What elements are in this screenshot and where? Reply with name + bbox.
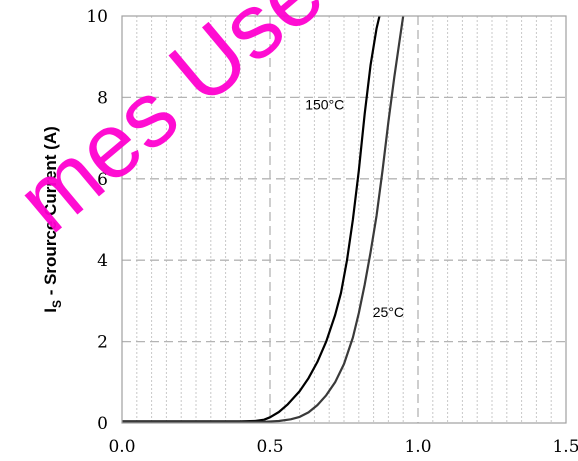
x-tick-label: 1.5 bbox=[552, 437, 578, 457]
plot-border bbox=[121, 15, 567, 424]
y-axis-label: IS - Srource Current (A) bbox=[41, 126, 64, 313]
y-tick-label: 6 bbox=[97, 170, 108, 190]
series-line-25c bbox=[122, 15, 405, 423]
series-line-150c bbox=[122, 15, 381, 423]
y-axis-label-main: I bbox=[41, 308, 60, 313]
x-tick-label: 0.0 bbox=[108, 437, 135, 457]
curve-annotation: 25°C bbox=[373, 304, 404, 320]
series-layer bbox=[122, 15, 405, 423]
major-gridlines bbox=[122, 16, 566, 423]
y-tick-label: 8 bbox=[97, 88, 108, 108]
y-axis-ticks: 0 2 4 6 8 10 bbox=[86, 7, 108, 434]
curve-annotation: 150°C bbox=[305, 97, 344, 113]
x-tick-label: 0.5 bbox=[256, 437, 283, 457]
plot-frame bbox=[121, 15, 567, 424]
annotations: 150°C 25°C bbox=[305, 97, 404, 321]
watermark-text: mes Use bbox=[0, 0, 342, 252]
x-tick-label: 1.0 bbox=[404, 437, 431, 457]
x-axis-ticks: 0.0 0.5 1.0 1.5 bbox=[108, 437, 578, 457]
y-tick-label: 10 bbox=[86, 7, 108, 27]
y-tick-label: 2 bbox=[97, 333, 108, 353]
y-tick-label: 4 bbox=[97, 251, 108, 271]
watermark: mes Use bbox=[0, 0, 342, 252]
y-axis-label-rest: - Srource Current (A) bbox=[41, 126, 60, 300]
y-tick-label: 0 bbox=[97, 414, 108, 434]
y-axis-label-subscript: S bbox=[50, 300, 64, 308]
